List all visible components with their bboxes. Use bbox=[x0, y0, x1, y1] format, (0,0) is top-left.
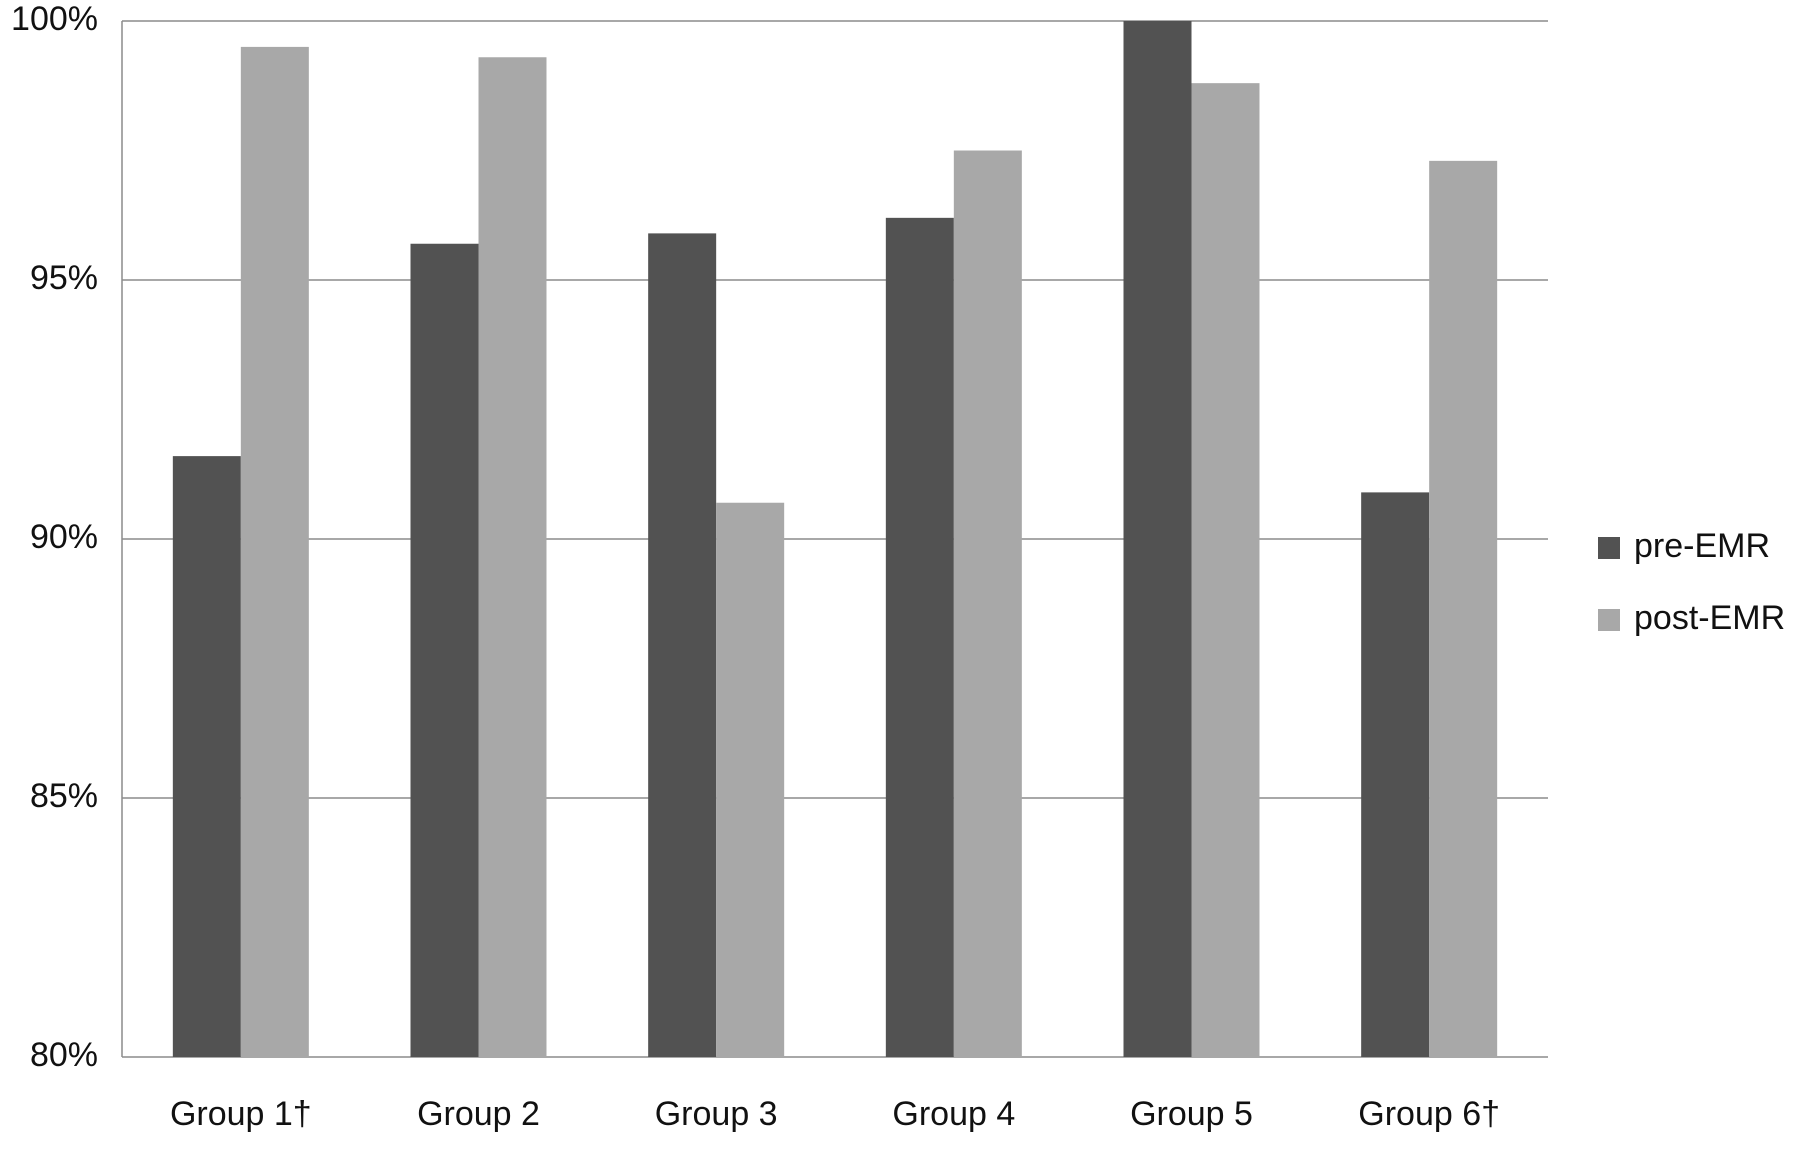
bar-post-emr-1 bbox=[240, 46, 309, 1057]
bar-post-emr-4 bbox=[953, 150, 1022, 1057]
y-tick-label: 95% bbox=[30, 259, 98, 297]
legend: pre-EMR post-EMR bbox=[1598, 527, 1785, 637]
bars bbox=[172, 21, 1498, 1058]
bar-pre-emr-6 bbox=[1361, 492, 1430, 1057]
bar-pre-emr-4 bbox=[885, 217, 954, 1058]
gridlines bbox=[122, 20, 1548, 799]
y-tick-label: 80% bbox=[30, 1036, 98, 1074]
y-tick-label: 100% bbox=[11, 0, 98, 38]
legend-label-post-emr: post-EMR bbox=[1634, 599, 1785, 637]
x-category-label: Group 4 bbox=[892, 1095, 1015, 1133]
x-category-label: Group 6† bbox=[1358, 1095, 1500, 1133]
y-axis-tick-labels: 80% 85% 90% 95% 100% bbox=[11, 0, 98, 1074]
bar-post-emr-6 bbox=[1429, 160, 1498, 1058]
axes bbox=[121, 21, 1548, 1058]
bar-pre-emr-5 bbox=[1123, 21, 1192, 1057]
bar-pre-emr-2 bbox=[410, 243, 479, 1058]
bar-pre-emr-3 bbox=[648, 233, 717, 1057]
bar-post-emr-5 bbox=[1191, 83, 1260, 1057]
bar-pre-emr-1 bbox=[172, 456, 241, 1057]
legend-swatch-pre-emr bbox=[1598, 537, 1620, 559]
x-category-label: Group 3 bbox=[655, 1095, 778, 1133]
legend-label-pre-emr: pre-EMR bbox=[1634, 527, 1770, 565]
y-tick-label: 85% bbox=[30, 777, 98, 815]
x-category-label: Group 2 bbox=[417, 1095, 540, 1133]
legend-swatch-post-emr bbox=[1598, 609, 1620, 631]
y-tick-label: 90% bbox=[30, 518, 98, 556]
x-axis-category-labels: Group 1† Group 2 Group 3 Group 4 Group 5 Grou… bbox=[170, 1095, 1500, 1133]
bar-post-emr-2 bbox=[478, 57, 547, 1057]
x-category-label: Group 5 bbox=[1130, 1095, 1253, 1133]
x-category-label: Group 1† bbox=[170, 1095, 312, 1133]
bar-post-emr-3 bbox=[716, 502, 785, 1057]
